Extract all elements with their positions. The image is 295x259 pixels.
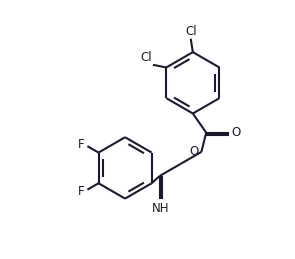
Text: O: O	[189, 145, 199, 159]
Text: F: F	[78, 138, 85, 151]
Text: O: O	[232, 126, 241, 139]
Text: F: F	[78, 185, 85, 198]
Text: Cl: Cl	[185, 25, 196, 38]
Text: NH: NH	[152, 202, 169, 214]
Text: Cl: Cl	[140, 51, 152, 64]
